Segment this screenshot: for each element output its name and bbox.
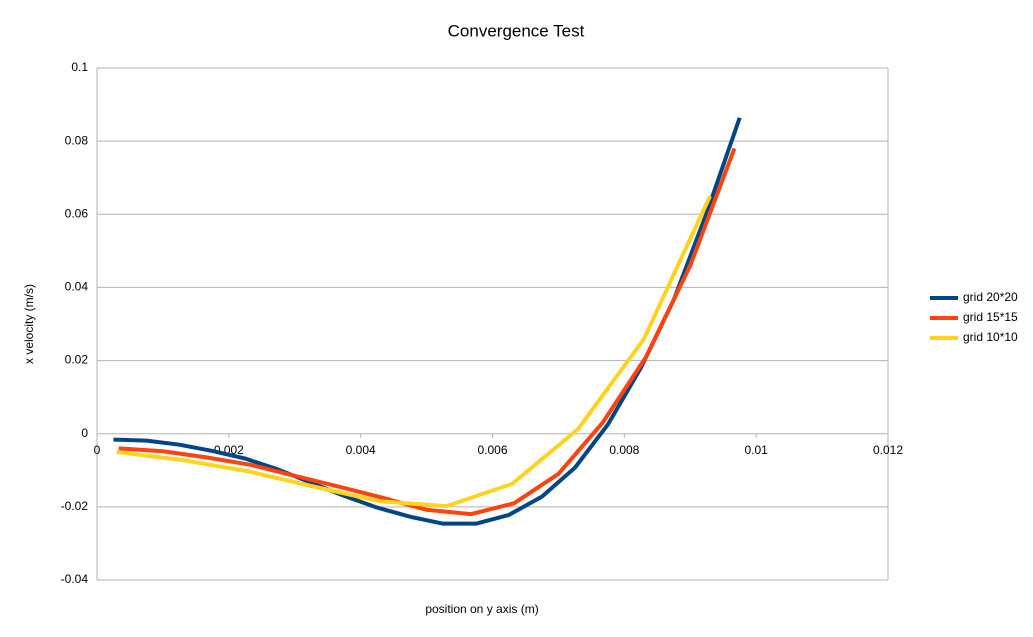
legend-label: grid 15*15 (963, 310, 1018, 324)
x-tick-label: 0.008 (609, 443, 639, 457)
x-tick-label: 0.012 (873, 443, 903, 457)
y-tick-label: 0.1 (71, 60, 88, 74)
series-line (118, 147, 737, 517)
x-tick-label: 0.01 (744, 443, 768, 457)
y-axis-title: x velocity (m/s) (22, 284, 36, 364)
y-tick-label: 0.02 (65, 353, 89, 367)
y-tick-label: 0.08 (65, 133, 89, 147)
x-tick-label: 0 (94, 443, 101, 457)
y-tick-label: -0.02 (61, 499, 89, 513)
x-tick-label: 0.004 (346, 443, 376, 457)
x-axis-title: position on y axis (m) (425, 602, 538, 616)
series-line (116, 195, 712, 509)
series-line (113, 117, 742, 526)
y-tick-label: 0.04 (65, 280, 89, 294)
legend-label: grid 20*20 (963, 290, 1018, 304)
legend-label: grid 10*10 (963, 330, 1018, 344)
y-tick-label: 0 (81, 426, 88, 440)
y-tick-label: -0.04 (61, 572, 89, 586)
chart-title: Convergence Test (448, 21, 585, 40)
x-tick-label: 0.006 (477, 443, 507, 457)
y-tick-label: 0.06 (65, 206, 89, 220)
